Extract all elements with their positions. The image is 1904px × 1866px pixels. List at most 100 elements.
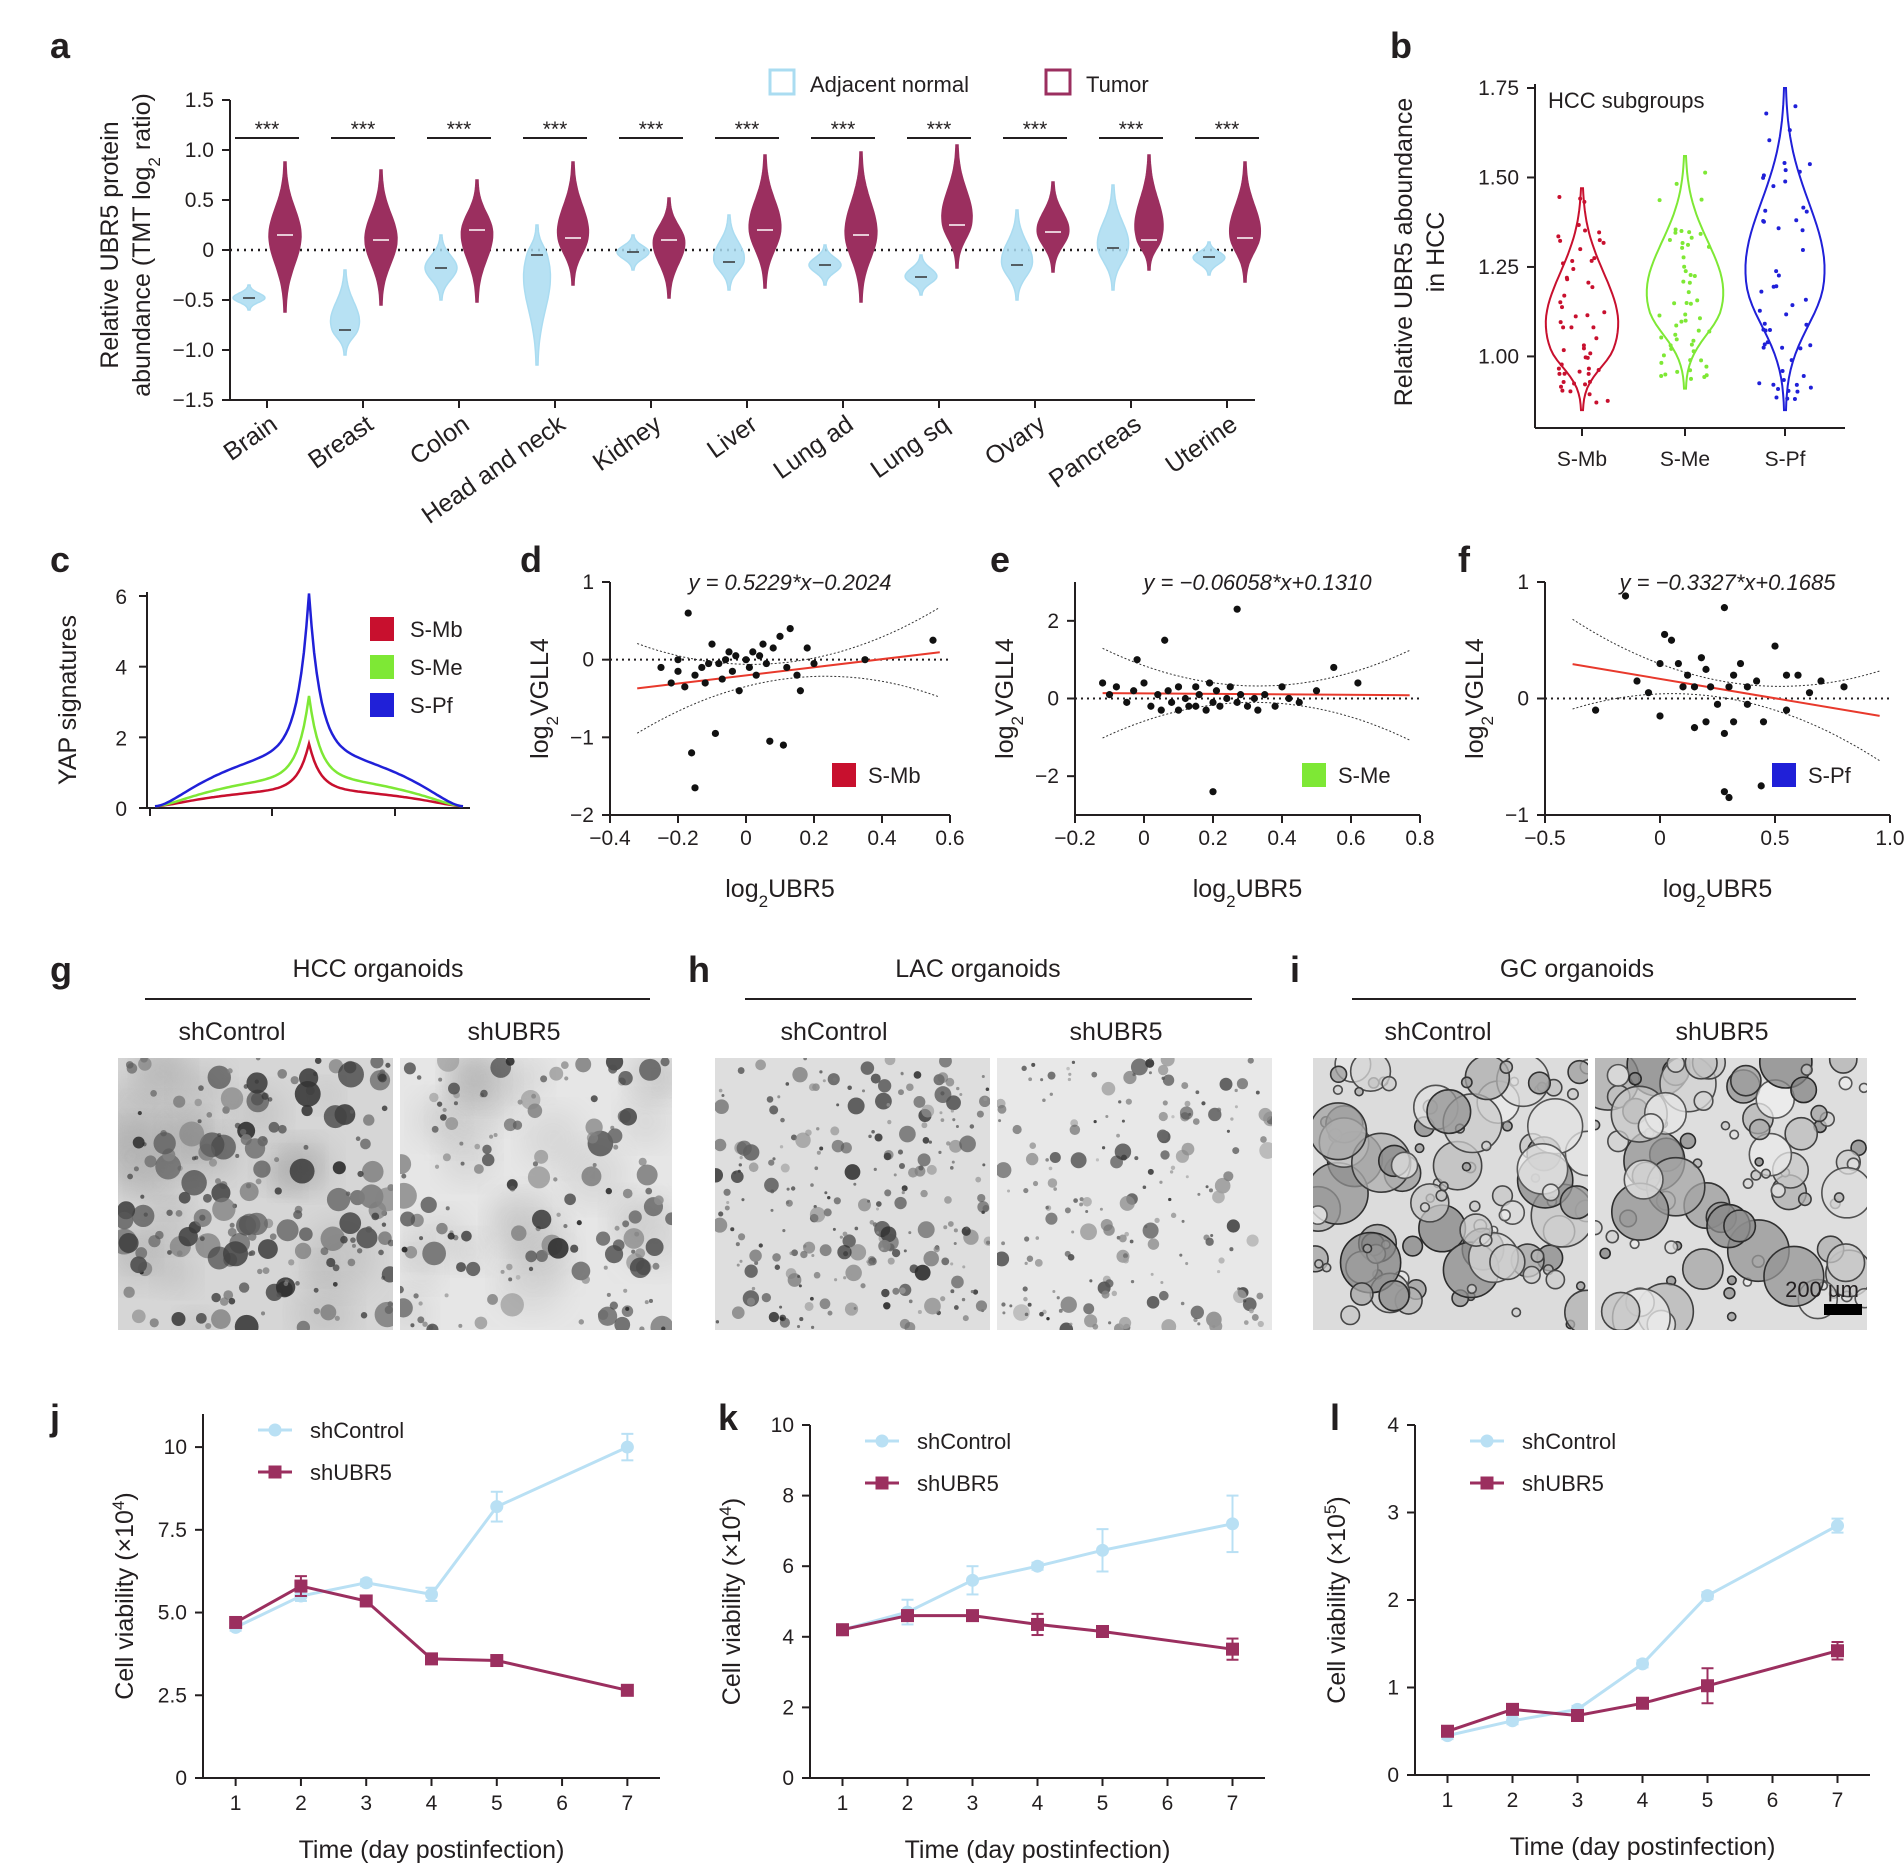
organoid-particle bbox=[199, 1214, 206, 1221]
organoid-particle bbox=[294, 1205, 303, 1214]
scatter-point bbox=[1759, 718, 1768, 726]
panel-letter-b: b bbox=[1390, 25, 1412, 66]
organoid-particle bbox=[1026, 1255, 1034, 1262]
violin-point bbox=[1674, 337, 1679, 342]
organoid-particle bbox=[816, 1150, 821, 1155]
violin-point bbox=[1673, 332, 1678, 337]
series-line-shubr5 bbox=[234, 1584, 628, 1692]
panel-l-line-chart: 1 2 3 4 5 6 7 0 1 2 3 4 shControl shUBR5 Time (day pos… bbox=[1321, 1414, 1870, 1861]
organoid-particle bbox=[340, 1235, 348, 1244]
organoid-particle bbox=[741, 1198, 745, 1202]
organoid-particle bbox=[715, 1217, 728, 1233]
scatter-point bbox=[756, 652, 764, 660]
scatter-point bbox=[1195, 691, 1203, 699]
ytick-label: 2 bbox=[1387, 1589, 1399, 1612]
organoid-particle bbox=[345, 1191, 351, 1197]
organoid-particle bbox=[903, 1249, 907, 1253]
organoid-particle bbox=[970, 1290, 974, 1294]
organoid-particle bbox=[1156, 1129, 1169, 1142]
organoid-particle bbox=[1180, 1301, 1185, 1306]
violin-point bbox=[1657, 313, 1662, 318]
organoid-particle bbox=[904, 1321, 916, 1330]
panel-a-ylabel-line2: abundance (TMT log2 ratio) bbox=[128, 93, 164, 397]
violin-point bbox=[1774, 269, 1779, 274]
organoid-cyst bbox=[1726, 1311, 1737, 1322]
violin-point bbox=[1585, 355, 1590, 360]
violin-tumor-ovary bbox=[1036, 181, 1070, 273]
violin-point bbox=[1765, 340, 1770, 345]
organoid-image-hcc-shubr5 bbox=[400, 1058, 672, 1330]
organoid-image-lac-shubr5 bbox=[997, 1058, 1272, 1330]
organoid-particle bbox=[277, 1069, 288, 1079]
organoid-particle bbox=[961, 1226, 971, 1236]
organoid-particle bbox=[1201, 1101, 1206, 1106]
organoid-particle bbox=[881, 1288, 890, 1298]
scatter-point bbox=[1254, 706, 1262, 714]
organoid-cyst bbox=[1469, 1200, 1481, 1213]
organoid-particle bbox=[739, 1259, 743, 1263]
organoid-particle bbox=[644, 1300, 649, 1305]
violin-point bbox=[1672, 301, 1677, 306]
violin-point bbox=[1571, 266, 1576, 271]
violin-point bbox=[1699, 197, 1704, 202]
organoid-haze bbox=[505, 1058, 549, 1098]
organoid-particle bbox=[460, 1161, 465, 1166]
regression-equation: y = −0.3327*x+0.1685 bbox=[1618, 570, 1837, 595]
panel-b-ylabel-line2: in HCC bbox=[1422, 212, 1450, 293]
violin-point bbox=[1659, 373, 1664, 378]
xtick-label: 7 bbox=[1227, 1792, 1239, 1815]
organoid-particle bbox=[167, 1250, 172, 1255]
scatter-point bbox=[1312, 687, 1321, 695]
organoid-particle bbox=[900, 1072, 904, 1076]
data-point-shcontrol bbox=[425, 1587, 438, 1601]
organoid-haze bbox=[657, 1064, 672, 1093]
organoid-particle bbox=[211, 1183, 231, 1203]
organoid-particle bbox=[506, 1263, 513, 1271]
scatter-point bbox=[1592, 706, 1600, 714]
organoid-particle bbox=[800, 1250, 808, 1259]
panel-h-title: LAC organoids bbox=[895, 955, 1060, 983]
organoid-particle bbox=[130, 1256, 148, 1274]
ytick-label: 0 bbox=[782, 1767, 794, 1790]
organoid-particle bbox=[1121, 1119, 1125, 1123]
organoid-particle bbox=[1208, 1107, 1222, 1122]
legend-label: S-Mb bbox=[868, 763, 921, 788]
ytick-label: 8 bbox=[782, 1485, 794, 1508]
organoid-particle bbox=[622, 1188, 633, 1199]
organoid-particle bbox=[943, 1225, 948, 1230]
organoid-cyst bbox=[1378, 1280, 1410, 1312]
organoid-particle bbox=[1170, 1165, 1176, 1170]
organoid-particle bbox=[780, 1163, 790, 1173]
scatter-point bbox=[657, 663, 665, 672]
organoid-particle bbox=[870, 1073, 881, 1084]
violin-point bbox=[1556, 366, 1561, 371]
organoid-particle bbox=[940, 1118, 945, 1122]
organoid-particle bbox=[1069, 1322, 1073, 1326]
organoid-particle bbox=[132, 1136, 145, 1149]
organoid-particle bbox=[1091, 1071, 1098, 1078]
organoid-cyst bbox=[1810, 1104, 1828, 1123]
organoid-particle bbox=[786, 1187, 790, 1191]
panel-h-label-shcontrol: shControl bbox=[781, 1018, 888, 1046]
violin-point bbox=[1558, 238, 1563, 243]
organoid-particle bbox=[1023, 1188, 1029, 1194]
organoid-particle bbox=[621, 1305, 634, 1317]
panel-g-organoids: HCC organoids shControl shUBR5 bbox=[145, 955, 650, 1046]
organoid-particle bbox=[965, 1226, 969, 1230]
xtick-label: 1 bbox=[230, 1792, 242, 1815]
organoid-particle bbox=[301, 1104, 313, 1117]
xtick-label: 4 bbox=[1637, 1789, 1649, 1812]
scatter-point bbox=[1707, 683, 1715, 691]
significance-stars: *** bbox=[1023, 118, 1048, 141]
organoid-particle bbox=[387, 1239, 393, 1247]
xtick-label: 4 bbox=[426, 1792, 438, 1815]
organoid-cyst bbox=[1340, 1305, 1361, 1326]
organoid-particle bbox=[418, 1301, 423, 1306]
organoid-particle bbox=[844, 1302, 859, 1316]
organoid-particle bbox=[979, 1095, 990, 1108]
organoid-particle bbox=[1027, 1302, 1032, 1307]
organoid-particle bbox=[370, 1058, 384, 1069]
organoid-particle bbox=[847, 1085, 852, 1090]
violin-point bbox=[1581, 343, 1586, 348]
organoid-particle bbox=[1064, 1207, 1071, 1214]
